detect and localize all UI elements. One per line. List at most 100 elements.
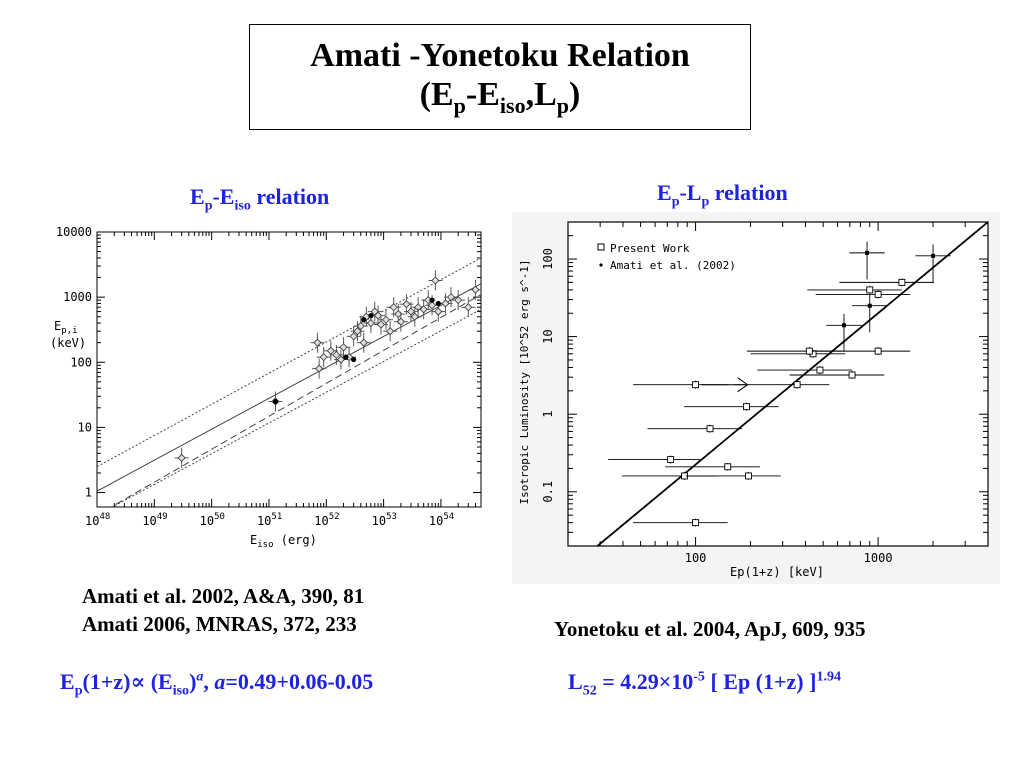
data-point xyxy=(376,320,386,329)
data-point xyxy=(464,303,473,312)
data-point-filled xyxy=(429,297,435,303)
data-point xyxy=(667,456,675,464)
data-point xyxy=(353,327,362,336)
data-point xyxy=(315,364,324,373)
data-point xyxy=(866,286,874,294)
data-point-filled xyxy=(272,398,279,405)
y-tick-label: 10 xyxy=(78,420,92,434)
fit-line-dotted xyxy=(111,308,481,507)
data-point xyxy=(898,278,906,286)
ep-eiso-chart: 10000 1000 100 10 1 1048 1049 1050 1051 1052 1053 1… xyxy=(50,225,482,550)
fit-line-dotted xyxy=(97,257,481,468)
data-point xyxy=(874,347,882,355)
data-point xyxy=(419,305,428,314)
data-point xyxy=(805,347,813,355)
y-tick-label: 10000 xyxy=(56,225,92,239)
left-references: Amati et al. 2002, A&A, 390, 81 Amati 20… xyxy=(82,582,364,638)
data-point xyxy=(706,425,714,433)
data-point xyxy=(366,318,375,328)
data-point xyxy=(793,381,801,389)
data-point xyxy=(332,350,341,359)
data-point xyxy=(406,307,416,316)
data-point xyxy=(381,315,391,324)
left-formula: Ep(1+z)∝ (Eiso)a, a=0.49+0.06-0.05 xyxy=(60,669,374,699)
data-point xyxy=(745,472,752,480)
legend-marker-present-work xyxy=(597,243,605,251)
x-tick-label: 1048 xyxy=(85,512,110,528)
data-point xyxy=(454,296,463,305)
data-point xyxy=(446,293,456,302)
x-tick-label: 1051 xyxy=(257,512,282,528)
plot-frame xyxy=(567,221,989,547)
data-point-filled xyxy=(931,253,936,258)
data-point-filled xyxy=(841,323,846,328)
y-tick-label: 1 xyxy=(85,486,92,500)
legend-marker-amati xyxy=(599,263,603,267)
data-point xyxy=(441,299,450,308)
x-tick-label: 1052 xyxy=(314,512,339,528)
page-title: Amati -Yonetoku Relation xyxy=(310,37,690,74)
y-tick-label: 10 xyxy=(541,329,555,343)
data-point xyxy=(177,453,186,462)
x-tick-label: 1050 xyxy=(200,512,225,528)
data-point-filled xyxy=(435,300,441,307)
fit-line-dashed xyxy=(110,294,481,507)
data-point xyxy=(724,463,732,471)
data-point xyxy=(326,346,335,355)
right-panel-title: Ep-Lp relation xyxy=(657,180,788,210)
lower-limit-arrowhead xyxy=(737,377,749,393)
y-axis-label: Ep,i xyxy=(54,319,78,336)
data-point-filled xyxy=(351,356,357,363)
data-point xyxy=(319,353,328,362)
data-point xyxy=(389,303,398,312)
data-point-filled xyxy=(867,303,872,308)
legend-label: Amati et al. (2002) xyxy=(610,259,736,272)
data-point xyxy=(356,321,365,331)
y-tick-label: 100 xyxy=(541,248,555,270)
fit-line xyxy=(595,222,988,546)
data-point xyxy=(359,338,368,347)
data-point-filled xyxy=(368,313,374,319)
legend-label: Present Work xyxy=(610,242,690,255)
data-point-filled xyxy=(361,317,367,323)
x-axis-label: Ep(1+z) [keV] xyxy=(730,565,824,579)
data-point xyxy=(339,343,348,352)
data-point xyxy=(743,403,750,411)
plot-area xyxy=(97,257,481,507)
left-panel-title: Ep-Eiso relation xyxy=(190,184,330,214)
data-point xyxy=(402,300,411,309)
data-point xyxy=(410,312,419,321)
y-axis-label: Isotropic Luminosity [10^52 erg s^-1] xyxy=(518,259,531,504)
y-tick-label: 1000 xyxy=(63,290,92,304)
data-point xyxy=(471,285,480,294)
x-tick-label: 1054 xyxy=(429,512,454,528)
y-axis-label-unit: (keV) xyxy=(50,336,86,350)
data-point xyxy=(313,338,322,347)
x-tick-label: 1053 xyxy=(372,512,397,528)
data-point xyxy=(396,317,405,326)
x-tick-label: 100 xyxy=(685,551,707,565)
data-point xyxy=(427,301,437,310)
data-point xyxy=(414,303,423,312)
data-point xyxy=(336,355,345,364)
data-point xyxy=(386,327,395,336)
x-tick-label: 1049 xyxy=(142,512,167,528)
y-tick-label: 0.1 xyxy=(541,481,555,503)
data-point xyxy=(692,381,700,389)
title-box: Amati -Yonetoku Relation (Ep-Eiso,Lp) xyxy=(249,24,751,130)
data-point xyxy=(434,307,443,316)
y-tick-label: 100 xyxy=(70,355,92,369)
data-point xyxy=(349,332,358,341)
data-point-filled xyxy=(865,250,870,255)
x-tick-label: 1000 xyxy=(864,551,893,565)
reference-line: Amati 2006, MNRAS, 372, 233 xyxy=(82,612,357,636)
data-point xyxy=(373,311,383,320)
data-point-filled xyxy=(343,354,349,360)
plot-area xyxy=(595,222,988,546)
data-point xyxy=(848,371,856,379)
data-point xyxy=(431,276,440,285)
data-point xyxy=(874,290,882,298)
x-axis-label: Eiso (erg) xyxy=(250,533,317,550)
page-subtitle: (Ep-Eiso,Lp) xyxy=(419,76,581,118)
right-reference: Yonetoku et al. 2004, ApJ, 609, 935 xyxy=(554,617,866,641)
